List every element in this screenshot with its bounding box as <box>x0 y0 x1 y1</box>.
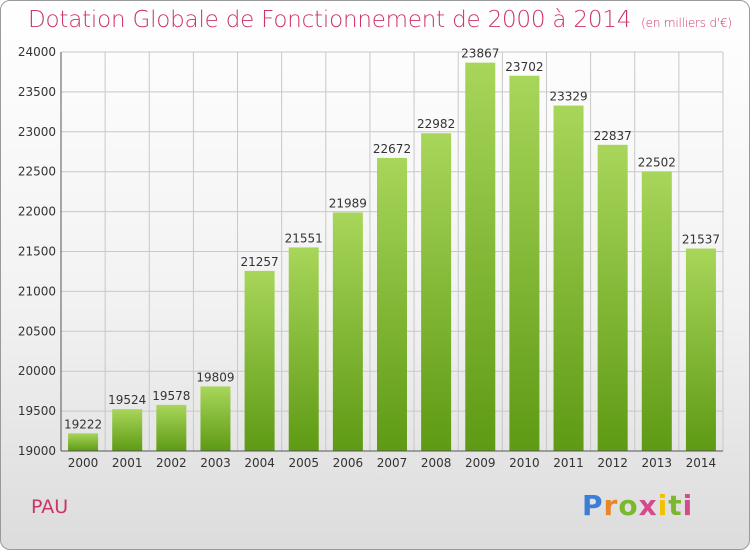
x-tick-label-2014: 2014 <box>686 456 717 470</box>
x-tick-label-2006: 2006 <box>333 456 364 470</box>
x-tick-label-2013: 2013 <box>642 456 673 470</box>
bar-2004 <box>244 270 275 451</box>
y-tick-label: 21000 <box>18 284 56 298</box>
x-tick-label-2012: 2012 <box>597 456 628 470</box>
data-label-2013: 22502 <box>638 156 676 170</box>
bar-2005 <box>288 247 319 451</box>
x-tick-label-2000: 2000 <box>68 456 99 470</box>
y-tick-label: 22000 <box>18 205 56 219</box>
y-tick-label: 21500 <box>18 245 56 259</box>
bar-2010 <box>509 75 540 452</box>
data-label-2014: 21537 <box>682 233 720 247</box>
chart-title: Dotation Globale de Fonctionnement de 20… <box>28 7 732 33</box>
bar-2011 <box>553 105 584 451</box>
chart-title-text: Dotation Globale de Fonctionnement de 20… <box>28 7 632 33</box>
y-tick-label: 20500 <box>18 324 56 338</box>
x-tick-label-2011: 2011 <box>553 456 584 470</box>
data-label-2006: 21989 <box>329 196 367 210</box>
x-tick-label-2009: 2009 <box>465 456 496 470</box>
x-tick-label-2002: 2002 <box>156 456 187 470</box>
place-label: PAU <box>31 496 69 518</box>
x-tick-label-2004: 2004 <box>244 456 275 470</box>
data-label-2010: 23702 <box>505 60 543 74</box>
bar-2003 <box>200 386 231 451</box>
data-label-2009: 23867 <box>461 47 499 61</box>
proxiti-logo: Proxiti <box>582 489 694 522</box>
x-tick-label-2005: 2005 <box>288 456 319 470</box>
bar-2014 <box>685 248 716 451</box>
data-label-2012: 22837 <box>594 129 632 143</box>
y-tick-label: 20000 <box>18 364 56 378</box>
x-tick-label-2010: 2010 <box>509 456 540 470</box>
y-tick-label: 19000 <box>18 444 56 458</box>
bars <box>68 62 716 452</box>
y-tick-label: 22500 <box>18 165 56 179</box>
y-tick-label: 23500 <box>18 85 56 99</box>
bar-2012 <box>597 144 628 451</box>
bar-2013 <box>641 171 672 451</box>
y-tick-label: 23000 <box>18 125 56 139</box>
data-label-2005: 21551 <box>285 231 323 245</box>
data-label-2001: 19524 <box>108 393 146 407</box>
data-label-2008: 22982 <box>417 117 455 131</box>
x-tick-label-2003: 2003 <box>200 456 231 470</box>
x-tick-label-2007: 2007 <box>377 456 408 470</box>
bar-2007 <box>377 157 407 451</box>
axes: 19000 19500 20000 20500 21000 21500 22000 22500… <box>18 45 723 470</box>
data-label-2002: 19578 <box>152 389 190 403</box>
bar-2000 <box>68 433 99 451</box>
bar-2008 <box>421 133 452 452</box>
bar-2002 <box>156 404 187 451</box>
data-label-2000: 19222 <box>64 417 102 431</box>
data-labels: 19222 19524 19578 19809 21257 21551 21989 22672… <box>64 47 720 432</box>
data-label-2007: 22672 <box>373 142 411 156</box>
x-tick-label-2008: 2008 <box>421 456 452 470</box>
chart-subtitle: (en milliers d'€) <box>641 16 732 30</box>
bar-2001 <box>112 409 143 451</box>
y-tick-label: 19500 <box>18 404 56 418</box>
bar-2009 <box>465 62 496 451</box>
data-label-2011: 23329 <box>549 90 587 104</box>
data-label-2004: 21257 <box>241 255 279 269</box>
x-tick-label-2001: 2001 <box>112 456 143 470</box>
bar-2006 <box>332 212 363 451</box>
y-tick-label: 24000 <box>18 45 56 59</box>
data-label-2003: 19809 <box>196 370 234 384</box>
